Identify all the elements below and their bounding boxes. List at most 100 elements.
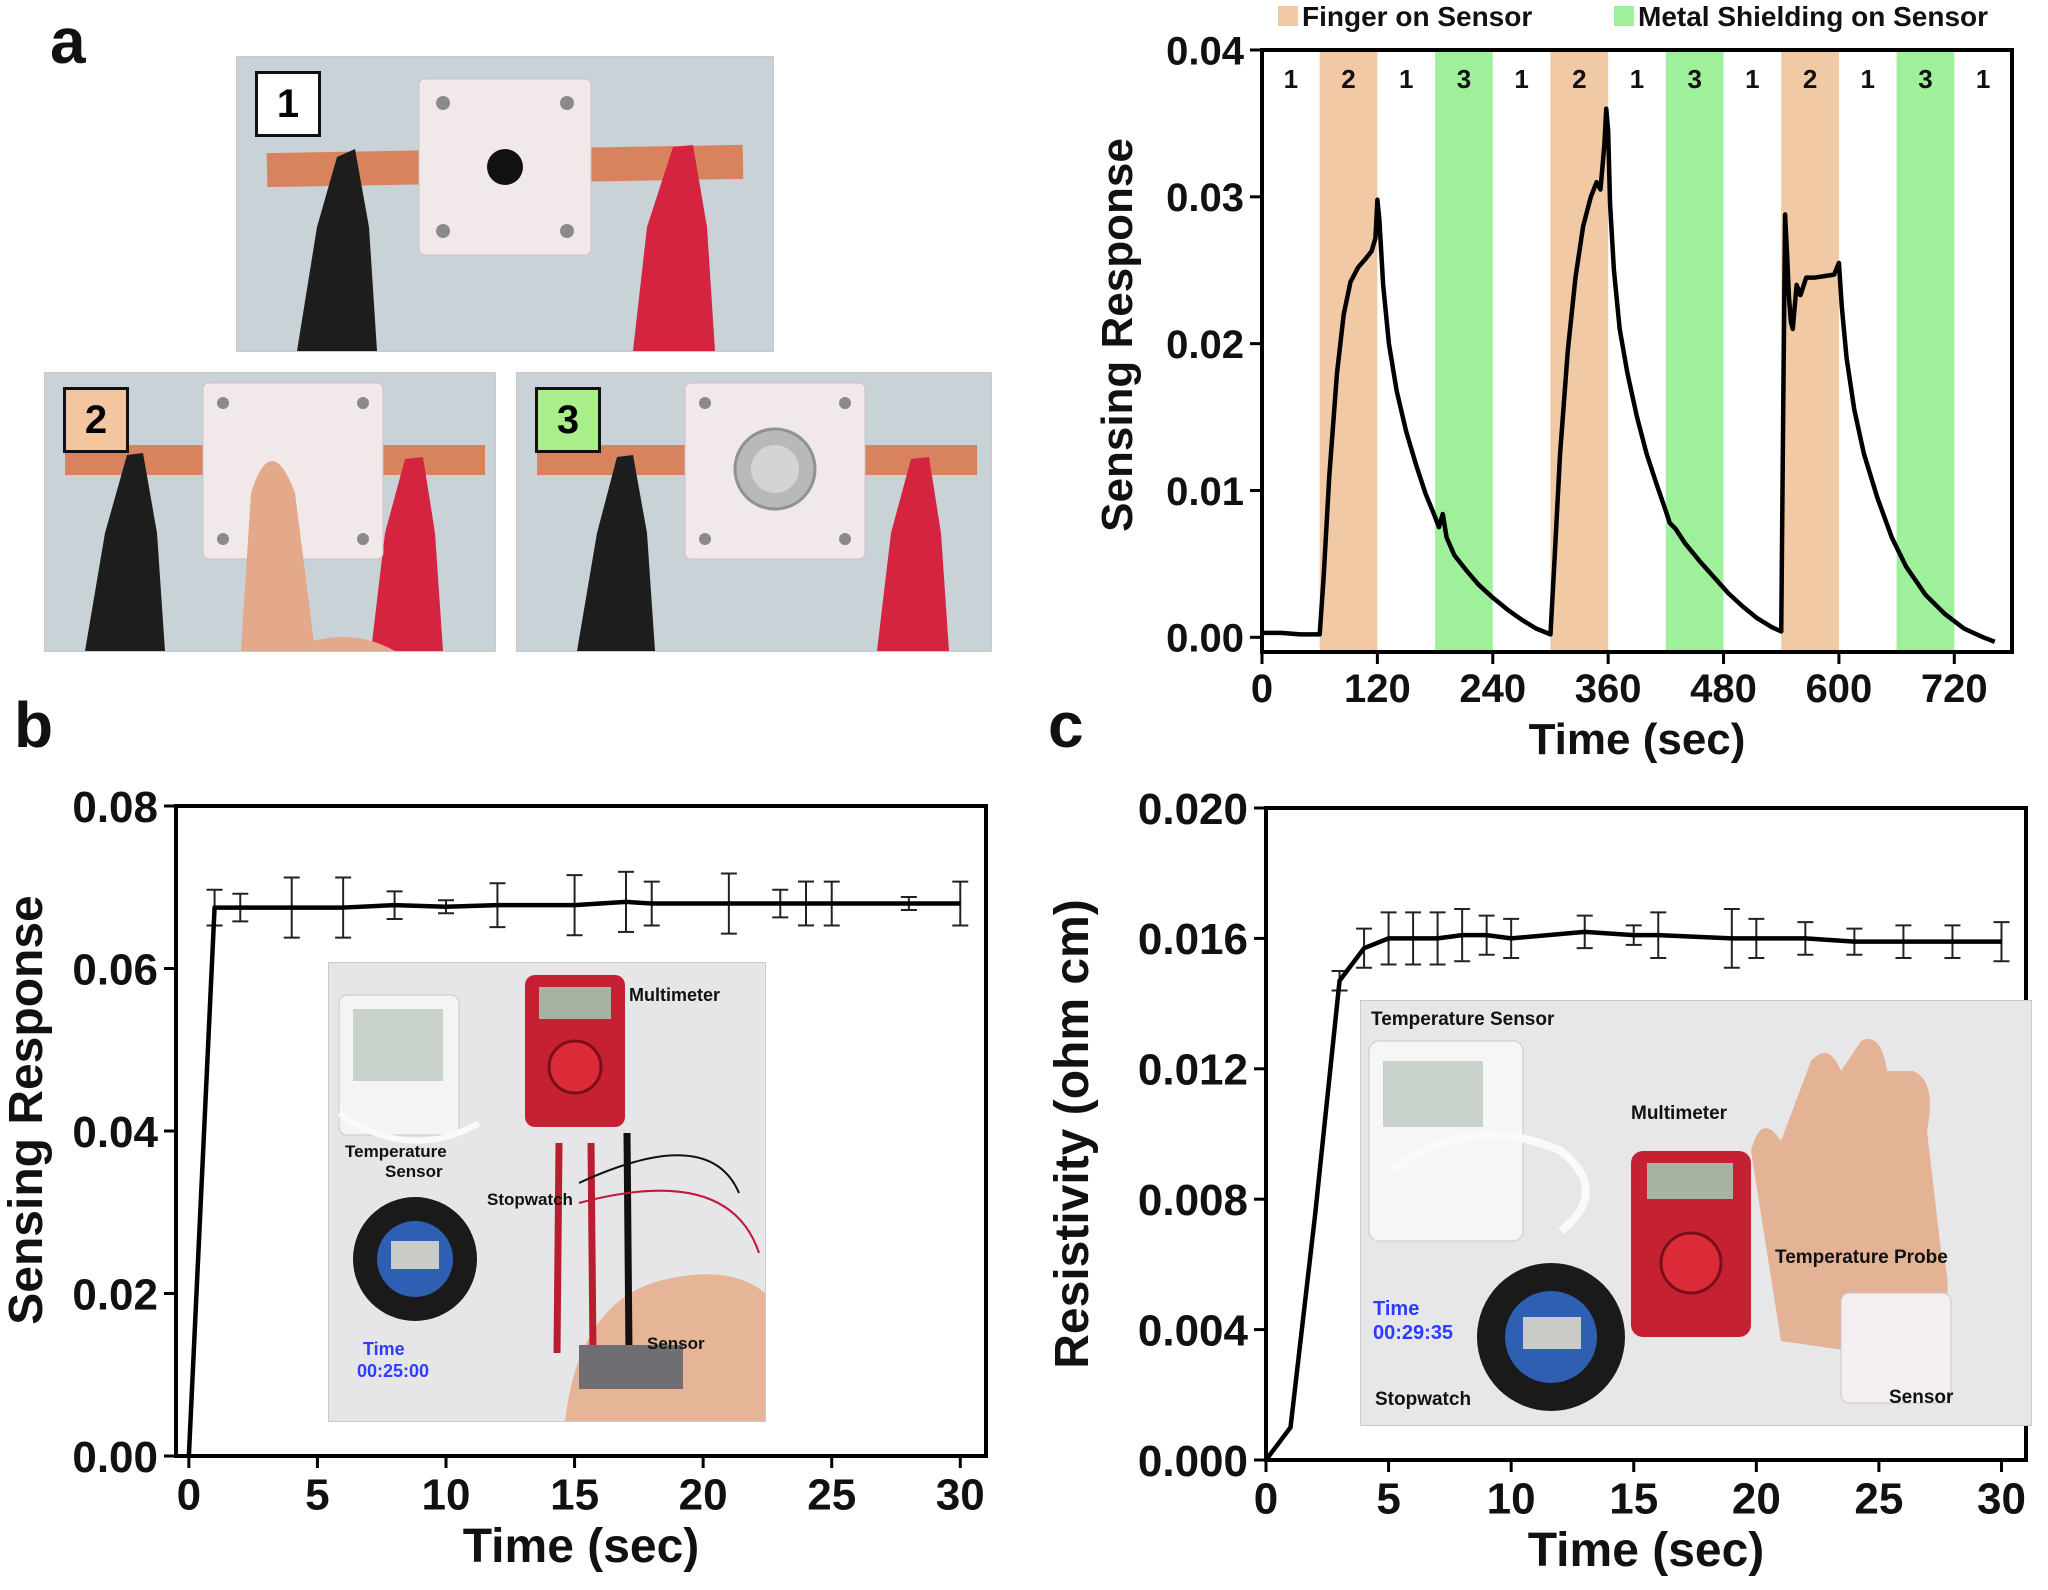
- state-label: 2: [1341, 64, 1355, 94]
- hand-setup-photo: Temperature Sensor Multimeter Temperatur…: [1361, 1001, 2031, 1425]
- data-line: [1264, 929, 2002, 1462]
- y-tick-label: 0.08: [72, 783, 158, 832]
- state-region-3: [1896, 50, 1955, 652]
- state-label: 1: [1861, 64, 1875, 94]
- legend-swatch: [1278, 6, 1298, 26]
- state-label: 1: [1630, 64, 1644, 94]
- x-tick-label: 360: [1575, 667, 1642, 711]
- legend-entry: Metal Shielding on Sensor: [1638, 1, 1988, 32]
- photo-state-2: 2: [44, 372, 496, 652]
- x-tick-label: 0: [177, 1471, 201, 1520]
- x-tick-label: 5: [305, 1471, 329, 1520]
- y-tick-label: 0.00: [72, 1433, 158, 1482]
- state-region-3: [1435, 50, 1493, 652]
- data-line: [186, 899, 961, 1457]
- y-tick-label: 0.000: [1138, 1437, 1248, 1486]
- photo-number-badge: 3: [535, 387, 601, 453]
- inset-time-label: Time: [1373, 1298, 1419, 1320]
- state-region-3: [1665, 50, 1724, 652]
- state-region-2: [1781, 50, 1839, 652]
- x-tick-label: 20: [679, 1471, 728, 1520]
- sensor-photo-finger: [45, 373, 495, 651]
- x-axis-label: Time (sec): [463, 1520, 700, 1573]
- y-tick-label: 0.02: [72, 1270, 158, 1319]
- photo-number-badge: 2: [63, 387, 129, 453]
- y-tick-label: 0.06: [72, 945, 158, 994]
- photo-state-3: 3: [516, 372, 992, 652]
- sensor-photo-empty: [237, 57, 773, 351]
- x-tick-label: 20: [1732, 1475, 1781, 1524]
- x-tick-label: 480: [1690, 667, 1757, 711]
- y-tick-label: 0.04: [72, 1108, 158, 1157]
- legend-swatch: [1614, 6, 1634, 26]
- x-tick-label: 240: [1459, 667, 1526, 711]
- y-tick-label: 0.016: [1138, 915, 1248, 964]
- inset-photo-b: Multimeter Temperature Sensor Stopwatch …: [328, 962, 766, 1422]
- inset-label-stopwatch: Stopwatch: [1375, 1389, 1471, 1410]
- state-label: 1: [1284, 64, 1298, 94]
- y-tick-label: 0.020: [1138, 785, 1248, 834]
- x-tick-label: 15: [550, 1471, 599, 1520]
- state-label: 1: [1399, 64, 1413, 94]
- y-axis-label: Sensing Response: [0, 895, 53, 1324]
- y-tick-label: 0.008: [1138, 1176, 1248, 1225]
- inset-label-sensor: Sensor: [1889, 1387, 1954, 1408]
- y-tick-label: 0.012: [1138, 1046, 1248, 1095]
- inset-label-sensor: Sensor: [647, 1334, 705, 1353]
- y-tick-label: 0.03: [1166, 176, 1244, 220]
- inset-label-multimeter: Multimeter: [1631, 1103, 1728, 1124]
- inset-label-temperature-sensor: Temperature Sensor: [1371, 1009, 1555, 1030]
- photo-state-1: 1: [236, 56, 774, 352]
- x-tick-label: 25: [807, 1471, 856, 1520]
- legend-entry: Finger on Sensor: [1302, 1, 1532, 32]
- photo-number-badge: 1: [255, 71, 321, 137]
- y-tick-label: 0.04: [1166, 29, 1245, 73]
- x-tick-label: 5: [1376, 1475, 1400, 1524]
- x-tick-label: 15: [1609, 1475, 1658, 1524]
- inset-label-temperature-probe: Temperature Probe: [1775, 1247, 1948, 1268]
- state-label: 1: [1976, 64, 1990, 94]
- wrist-setup-photo: Multimeter Temperature Sensor Stopwatch …: [329, 963, 765, 1421]
- panel-label-b: b: [14, 689, 54, 761]
- chart-b: 0 5 10 15 20 25 30 0.00 0.02 0.04 0.06 0.08 Time (se…: [0, 783, 988, 1573]
- x-tick-label: 120: [1344, 667, 1411, 711]
- state-label: 2: [1572, 64, 1586, 94]
- inset-label-multimeter: Multimeter: [629, 985, 720, 1005]
- x-tick-label: 600: [1806, 667, 1873, 711]
- x-tick-label: 30: [1977, 1475, 2026, 1524]
- inset-photo-c: Temperature Sensor Multimeter Temperatur…: [1360, 1000, 2032, 1426]
- inset-time-value: 00:25:00: [357, 1361, 429, 1381]
- x-tick-label: 0: [1254, 1475, 1278, 1524]
- chart-a: 1 2 1 3 1 2 1 3 1 2 1 3 1 0 120 240 360 480 600 720 0.00 0.01…: [1093, 1, 2014, 764]
- x-tick-label: 10: [422, 1471, 471, 1520]
- sensor-photo-metal: [517, 373, 991, 651]
- state-label: 1: [1745, 64, 1759, 94]
- x-tick-label: 10: [1487, 1475, 1536, 1524]
- y-tick-label: 0.01: [1166, 470, 1244, 514]
- x-axis-label: Time (sec): [1528, 1524, 1765, 1577]
- x-tick-label: 0: [1251, 667, 1273, 711]
- y-tick-label: 0.004: [1138, 1306, 1249, 1355]
- panel-label-c: c: [1048, 689, 1084, 761]
- plot-frame: [1260, 48, 2014, 654]
- x-tick-label: 720: [1921, 667, 1988, 711]
- y-tick-label: 0.02: [1166, 323, 1244, 367]
- state-label: 3: [1457, 64, 1471, 94]
- y-axis-label: Sensing Response: [1093, 138, 1142, 532]
- chart-c: 0 5 10 15 20 25 30 0.000 0.004 0.008 0.012 0.016 0.0…: [1046, 785, 2028, 1577]
- x-tick-label: 25: [1854, 1475, 1903, 1524]
- inset-label-stopwatch: Stopwatch: [487, 1190, 573, 1209]
- data-line: [1262, 106, 1996, 644]
- x-axis-label: Time (sec): [1529, 715, 1746, 764]
- inset-time-value: 00:29:35: [1373, 1322, 1453, 1344]
- y-axis-label: Resistivity (ohm cm): [1046, 899, 1099, 1368]
- inset-time-label: Time: [363, 1339, 405, 1359]
- inset-label-temperature-sensor: Sensor: [385, 1162, 443, 1181]
- inset-label-temperature: Temperature: [345, 1142, 447, 1161]
- state-label: 1: [1514, 64, 1528, 94]
- y-tick-label: 0.00: [1166, 617, 1244, 661]
- state-region-2: [1319, 50, 1378, 652]
- x-tick-label: 30: [936, 1471, 985, 1520]
- state-label: 3: [1687, 64, 1701, 94]
- panel-label-a: a: [50, 5, 86, 77]
